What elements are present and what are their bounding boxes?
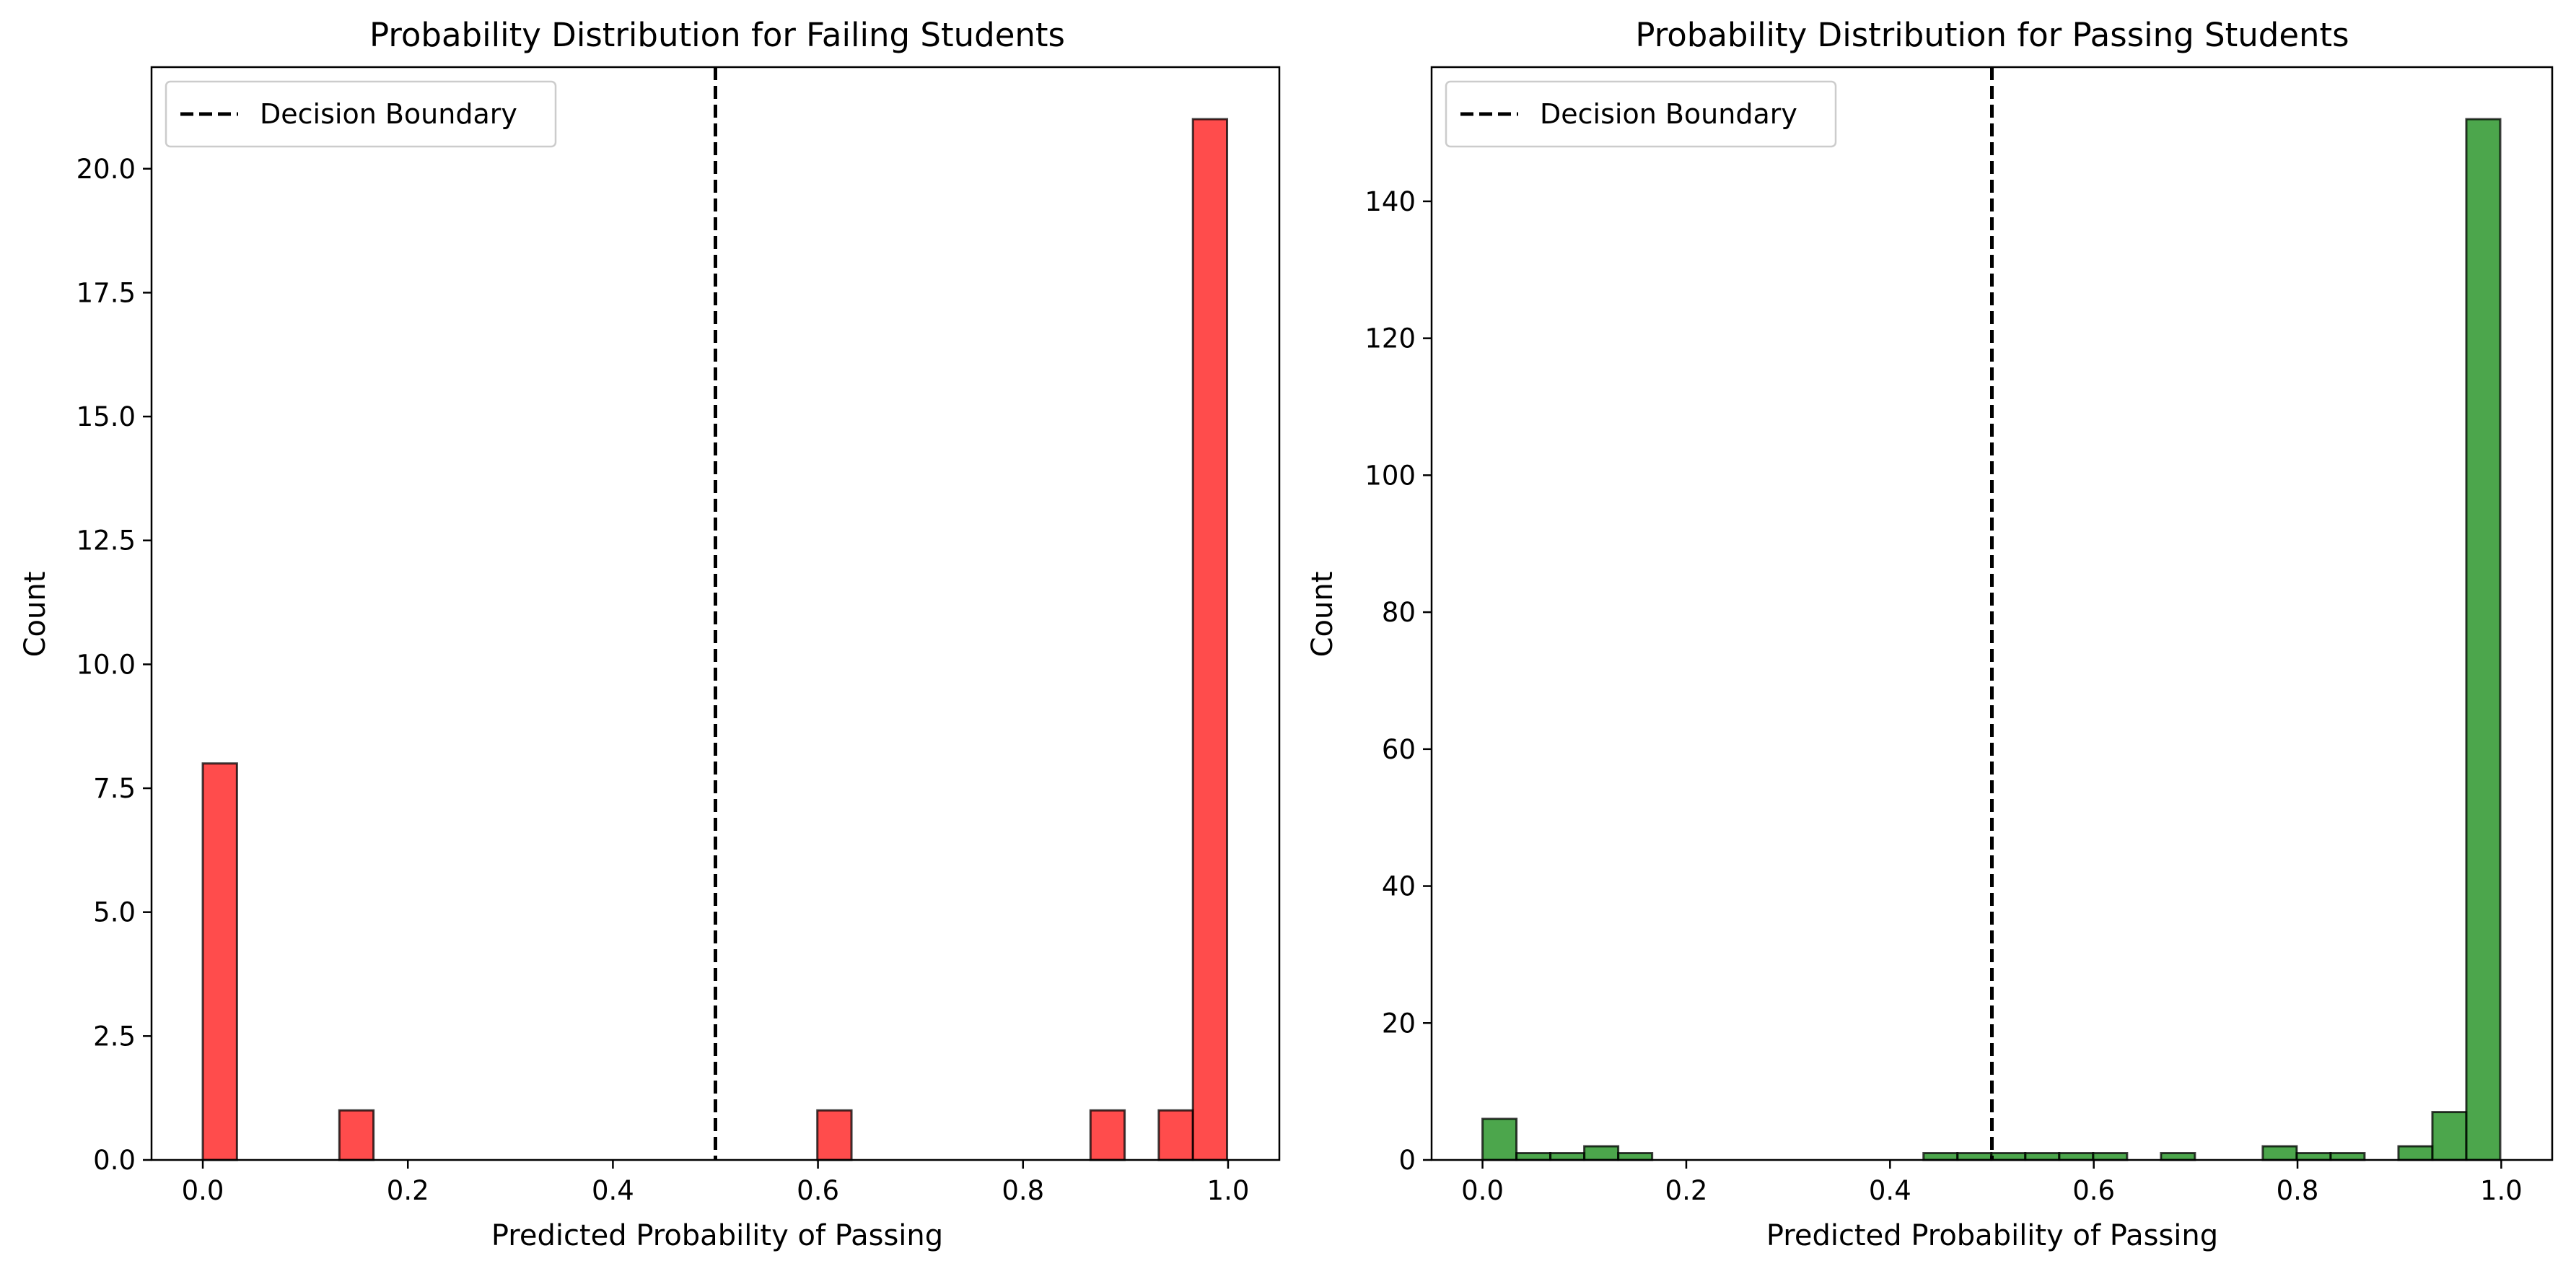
failing-y-tick-label: 20.0 (76, 154, 136, 185)
failing-legend-box (165, 80, 557, 148)
passing-x-tick-label: 1.0 (2480, 1175, 2523, 1206)
passing-bar (2058, 1152, 2095, 1161)
passing-bar (2465, 118, 2502, 1161)
passing-x-tick-label: 0.2 (1665, 1175, 1708, 1206)
passing-bar (1515, 1152, 1552, 1161)
failing-bar (1157, 1109, 1194, 1161)
failing-x-tick-label: 1.0 (1207, 1175, 1250, 1206)
passing-bar (1617, 1152, 1654, 1161)
passing-students-panel: Probability Distribution for Passing Stu… (1306, 16, 2554, 1252)
passing-y-axis-label: Count (1306, 572, 1339, 658)
passing-bar (2092, 1152, 2129, 1161)
passing-y-tick-label: 100 (1364, 460, 1416, 491)
failing-bar (1191, 118, 1229, 1161)
passing-legend-label: Decision Boundary (1540, 98, 1797, 130)
passing-x-tick-label: 0.8 (2277, 1175, 2319, 1206)
passing-bar (2024, 1152, 2061, 1161)
failing-chart-title: Probability Distribution for Failing Stu… (369, 16, 1065, 54)
failing-y-axis-label: Count (19, 572, 52, 658)
passing-y-tick-label: 120 (1364, 323, 1416, 354)
failing-y-tick-label: 7.5 (93, 773, 136, 804)
failing-x-tick-label: 0.6 (797, 1175, 839, 1206)
passing-bar (2397, 1145, 2434, 1161)
failing-y-tick-label: 10.0 (76, 649, 136, 680)
passing-y-tick-label: 80 (1382, 597, 1416, 628)
failing-x-tick-label: 0.2 (387, 1175, 429, 1206)
passing-bar (1583, 1145, 1620, 1161)
passing-bar (1549, 1152, 1586, 1161)
failing-bar (201, 762, 238, 1161)
failing-students-panel: Probability Distribution for Failing Stu… (19, 16, 1281, 1252)
passing-y-tick-label: 60 (1382, 734, 1416, 765)
passing-bar (2160, 1152, 2196, 1161)
failing-y-tick-label: 12.5 (76, 525, 136, 557)
passing-x-axis-label: Predicted Probability of Passing (1766, 1219, 2218, 1252)
passing-plot-area: 0.0 0.2 0.4 0.6 0.8 1.0 0 20 40 60 80 100 120 140 Deci… (1364, 66, 2554, 1206)
passing-x-tick-label: 0.6 (2072, 1175, 2115, 1206)
passing-legend: Decision Boundary (1445, 80, 1837, 148)
passing-y-tick-label: 20 (1382, 1008, 1416, 1039)
passing-y-tick-label: 140 (1364, 186, 1416, 217)
failing-bar (338, 1109, 375, 1161)
passing-bar (1922, 1152, 1959, 1161)
failing-y-tick-label: 15.0 (76, 401, 136, 432)
failing-x-tick-label: 0.0 (182, 1175, 224, 1206)
failing-y-tick-label: 5.0 (93, 897, 136, 928)
passing-bar (1990, 1152, 2027, 1161)
passing-axes-frame (1430, 66, 2554, 1161)
passing-bar (2329, 1152, 2366, 1161)
passing-y-tick-label: 0 (1398, 1145, 1416, 1176)
passing-legend-box (1445, 80, 1837, 148)
failing-legend-label: Decision Boundary (260, 98, 517, 130)
passing-y-tick-label: 40 (1382, 871, 1416, 902)
failing-bar (816, 1109, 853, 1161)
passing-bar (1481, 1117, 1518, 1161)
passing-x-tick-label: 0.0 (1461, 1175, 1504, 1206)
passing-bar (2261, 1145, 2298, 1161)
failing-x-tick-label: 0.8 (1002, 1175, 1044, 1206)
failing-axes-frame (150, 66, 1281, 1161)
failing-y-tick-label: 17.5 (76, 277, 136, 308)
passing-bar (2295, 1152, 2332, 1161)
passing-bar (2431, 1111, 2468, 1161)
failing-x-axis-label: Predicted Probability of Passing (491, 1219, 943, 1252)
failing-bar (1089, 1109, 1126, 1161)
passing-chart-title: Probability Distribution for Passing Stu… (1635, 16, 2349, 54)
passing-x-tick-label: 0.4 (1869, 1175, 1911, 1206)
failing-x-tick-label: 0.4 (592, 1175, 634, 1206)
failing-plot-area: 0.0 0.2 0.4 0.6 0.8 1.0 0.0 2.5 5.0 7.5 10.0 12.5 15… (76, 66, 1281, 1206)
failing-legend: Decision Boundary (165, 80, 557, 148)
passing-bar (1956, 1152, 1993, 1161)
failing-y-tick-label: 0.0 (93, 1145, 136, 1176)
failing-y-tick-label: 2.5 (93, 1021, 136, 1052)
